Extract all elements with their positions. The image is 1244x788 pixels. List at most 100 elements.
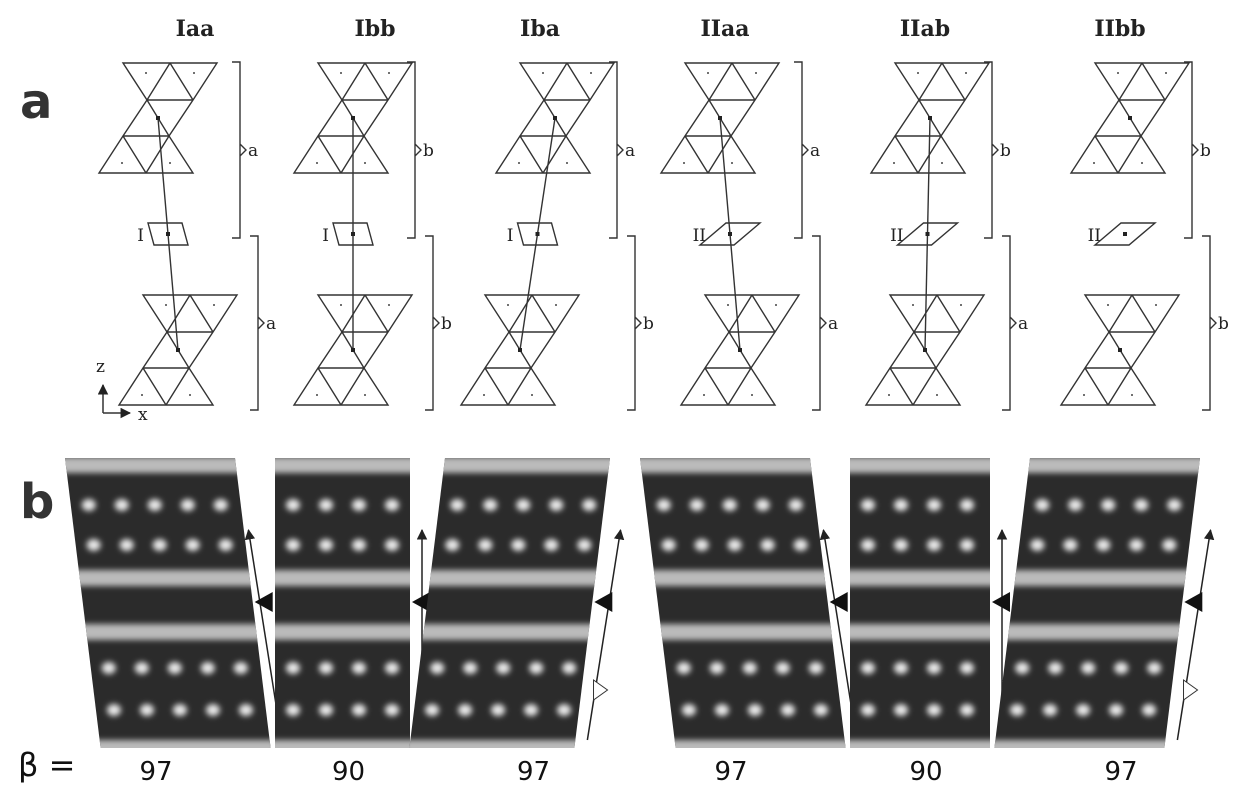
spot [491, 704, 505, 716]
spot [861, 499, 875, 511]
spot [927, 704, 941, 716]
spot [748, 704, 762, 716]
axes-icon [103, 385, 130, 413]
spot [1035, 499, 1049, 511]
spot [206, 704, 220, 716]
site-dot [941, 162, 943, 164]
interlayer-label: II [1088, 226, 1101, 246]
site-dot [364, 162, 366, 164]
site-dot [141, 394, 143, 396]
spot [173, 704, 187, 716]
site-dot [388, 304, 390, 306]
spot [677, 662, 691, 674]
beta-value: 97 [517, 757, 550, 787]
bracket [609, 62, 623, 238]
spot [894, 539, 908, 551]
site-dot [531, 394, 533, 396]
spot [1010, 704, 1024, 716]
spot [927, 662, 941, 674]
spot [682, 704, 696, 716]
spot [135, 662, 149, 674]
column-title: IIbb [1094, 16, 1145, 42]
spot [1068, 499, 1082, 511]
spot [140, 704, 154, 716]
bracket-label: b [1000, 141, 1011, 161]
spot [115, 499, 129, 511]
layer-band [990, 624, 1240, 640]
layer-band [405, 624, 650, 640]
spot [319, 539, 333, 551]
spot [577, 539, 591, 551]
site-dot [165, 304, 167, 306]
spot [352, 662, 366, 674]
spot [776, 662, 790, 674]
spot [458, 704, 472, 716]
column-title: Iba [520, 16, 560, 42]
spot [319, 662, 333, 674]
column-title: IIaa [700, 16, 749, 42]
layer-band [600, 570, 850, 586]
site-dot [518, 162, 520, 164]
bracket [812, 236, 826, 410]
layer-band [600, 624, 850, 640]
site-dot [1131, 394, 1133, 396]
bracket [1002, 236, 1016, 410]
site-dot [965, 72, 967, 74]
spot [1114, 662, 1128, 674]
spot [1015, 662, 1029, 674]
spot [814, 704, 828, 716]
site-dot [555, 304, 557, 306]
bracket-label: a [248, 141, 258, 161]
panel-label: a [20, 74, 52, 130]
site-dot [169, 162, 171, 164]
site-dot [936, 394, 938, 396]
marker-filled [992, 592, 1010, 612]
spot [557, 704, 571, 716]
layer-band [990, 740, 1240, 756]
site-dot [893, 162, 895, 164]
image-bg [640, 458, 846, 748]
layer-band [990, 457, 1240, 473]
site-dot [731, 162, 733, 164]
marker-filled [594, 592, 612, 612]
interlayer-label: I [322, 226, 329, 246]
spot [483, 499, 497, 511]
spot [352, 704, 366, 716]
center-dot [923, 348, 927, 352]
spot [181, 499, 195, 511]
spot [562, 662, 576, 674]
spot [529, 662, 543, 674]
spot [430, 662, 444, 674]
spot [743, 662, 757, 674]
beta-value: 97 [1104, 757, 1137, 787]
beta-value: 90 [909, 757, 942, 787]
spot [219, 539, 233, 551]
spot [201, 662, 215, 674]
spot [1081, 662, 1095, 674]
layer-band [810, 570, 1030, 586]
layer-band [25, 457, 275, 473]
spot [544, 539, 558, 551]
interlayer-label: II [693, 226, 706, 246]
interlayer-dot [536, 232, 540, 236]
spot [239, 704, 253, 716]
spot [657, 499, 671, 511]
bracket [250, 236, 264, 410]
marker-open [594, 680, 608, 700]
interlayer-label: I [137, 226, 144, 246]
site-dot [683, 162, 685, 164]
beta-value: 97 [139, 757, 172, 787]
spot [927, 539, 941, 551]
spot [1063, 539, 1077, 551]
spot [1162, 539, 1176, 551]
layer-band [600, 457, 850, 473]
spot [286, 704, 300, 716]
site-dot [707, 72, 709, 74]
site-dot [542, 72, 544, 74]
bracket [232, 62, 246, 238]
spot [756, 499, 770, 511]
bracket-label: a [266, 314, 276, 334]
spot [425, 704, 439, 716]
spot [87, 539, 101, 551]
site-dot [145, 72, 147, 74]
